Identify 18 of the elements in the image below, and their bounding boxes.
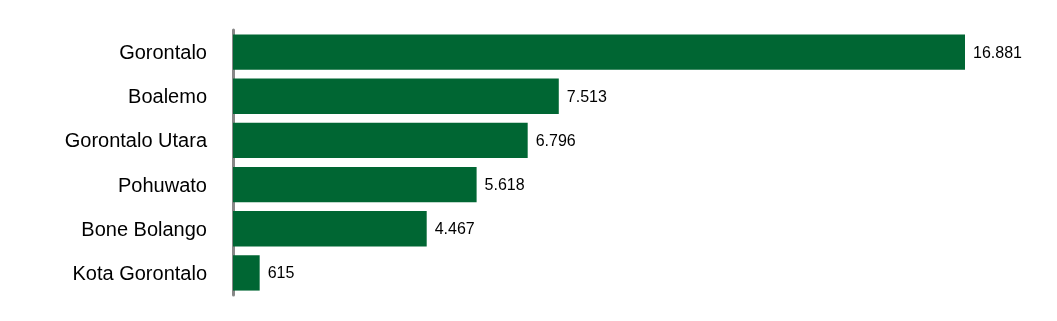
bar bbox=[233, 34, 965, 70]
y-tick-label: Bone Bolango bbox=[81, 217, 207, 240]
bar bbox=[233, 255, 260, 291]
data-label: 615 bbox=[267, 264, 295, 282]
y-tick-label: Pohuwato bbox=[118, 173, 207, 196]
bar bbox=[233, 211, 427, 247]
data-label: 5.618 bbox=[484, 176, 525, 194]
bar bbox=[233, 166, 477, 203]
data-label: 7.513 bbox=[566, 87, 607, 105]
data-label: 4.467 bbox=[434, 220, 475, 238]
bar bbox=[233, 78, 559, 114]
data-label: 6.796 bbox=[535, 131, 576, 149]
y-tick-label: Gorontalo Utara bbox=[64, 129, 208, 152]
data-label: 16.881 bbox=[973, 43, 1023, 61]
y-tick-label: Kota Gorontalo bbox=[72, 261, 207, 284]
y-tick-label: Gorontalo bbox=[119, 41, 207, 64]
bar bbox=[233, 122, 528, 159]
y-tick-label: Boalemo bbox=[128, 85, 207, 108]
